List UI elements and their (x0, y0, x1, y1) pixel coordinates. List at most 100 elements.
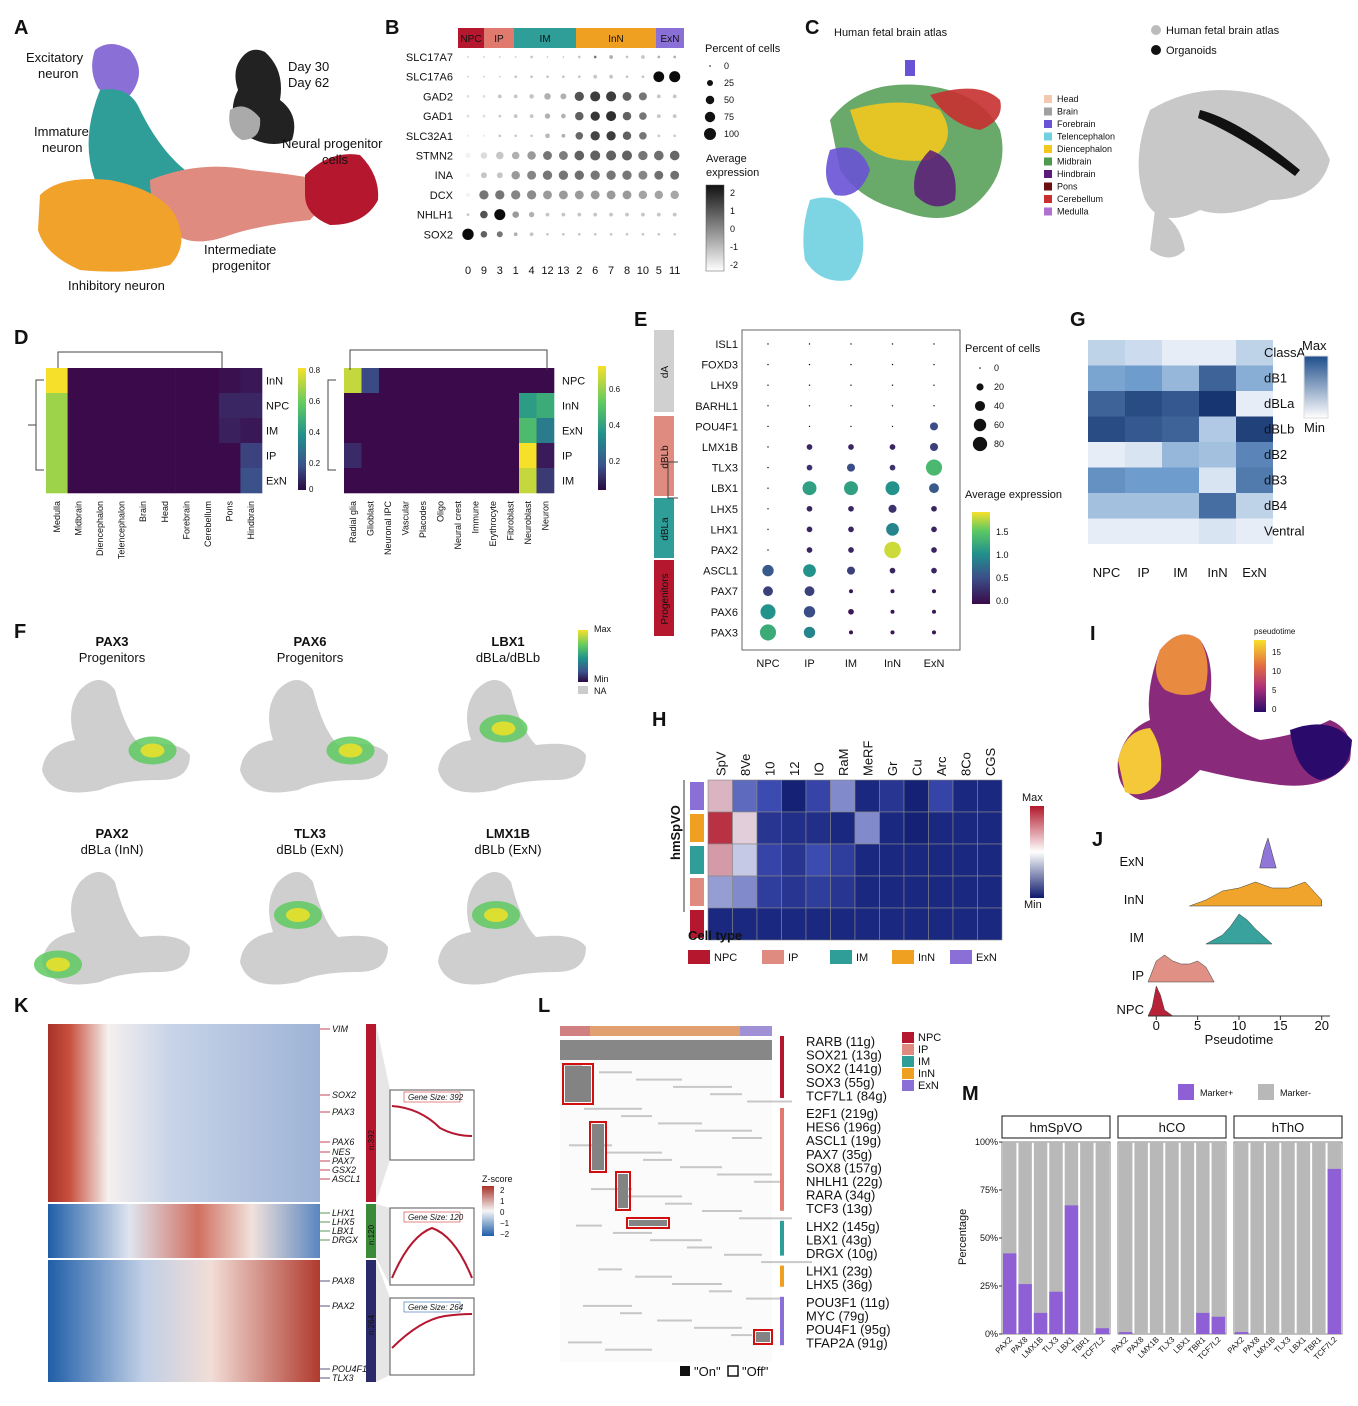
k-gene-pax2: PAX2 (332, 1301, 354, 1311)
c-title: Human fetal brain atlas (834, 27, 948, 39)
e-group-label-progenitors: Progenitors (660, 573, 671, 624)
h-col-Arc: Arc (934, 756, 949, 776)
d-cell-NPC-Medulla (46, 393, 68, 419)
d-row-InN: InN (562, 401, 579, 413)
e-dot-LMX1B-NPC (767, 446, 769, 448)
d-cell-IP-Telencephalon (110, 443, 133, 469)
c-atlas-umap (803, 60, 1003, 281)
k-gs-box-3 (403, 1301, 461, 1313)
b-dot-GAD2-3 (497, 94, 502, 99)
e-size-dot-80 (972, 436, 988, 452)
l-block-3 (629, 1220, 667, 1226)
h-cell-ExN-Cu (903, 779, 929, 813)
m-bar-neg-hco-tbr1 (1196, 1142, 1210, 1334)
l-block-2 (618, 1174, 628, 1208)
h-cell-InN-IO (805, 811, 831, 845)
b-dot-SLC17A7-4 (530, 55, 533, 59)
panel-label-b: B (385, 17, 399, 39)
b-dot-DCX-12 (543, 190, 552, 200)
d-cell-NPC-Glioblast (361, 368, 380, 394)
b-color-legend-title-2: expression (706, 167, 759, 179)
b-dot-SLC17A6-2 (577, 75, 581, 79)
b-dot-GAD2-9 (482, 95, 486, 98)
l-speck-20 (702, 1210, 742, 1212)
h-cell-NPC-RaM (830, 907, 856, 941)
h-cell-NPC-8Co (952, 907, 978, 941)
g-cell-dB4-NPC (1088, 493, 1125, 519)
g-col-IM: IM (1173, 565, 1187, 580)
k-funnel-3 (376, 1260, 390, 1382)
i-legend-0: 0 (1272, 705, 1277, 714)
g-cell-Ventral-NPC (1088, 518, 1125, 544)
k-gene-ascl1: ASCL1 (331, 1174, 361, 1184)
d-cell-InN-Telencephalon (110, 368, 133, 394)
m-facet-box-htho (1233, 1115, 1343, 1139)
g-legend-max: Max (1302, 338, 1327, 353)
d-cell-NPC-Erythrocyte (484, 368, 502, 394)
g-cell-dBLb-ExN (1236, 416, 1273, 442)
c-legend2-organoid-dot (1151, 45, 1161, 55)
b-gene-GAD2: GAD2 (423, 91, 453, 103)
h-col-Gr: Gr (885, 761, 900, 776)
h-cell-IM-Gr (879, 843, 905, 877)
e-dot-PAX7-IP (804, 586, 815, 597)
j-xtick-20: 20 (1314, 1018, 1328, 1033)
h-cell-ExN-Gr (879, 779, 905, 813)
h-cell-IM-MeRF (854, 843, 880, 877)
b-dot-GAD1-6 (590, 111, 600, 121)
b-dot-SOX2-8 (625, 232, 629, 236)
d-cell-InN-Neuronal IPC (379, 393, 397, 419)
panel-label-g: G (1070, 309, 1086, 331)
a-label-excitatory-2: neuron (38, 66, 78, 81)
h-celltype-swatch-exn (950, 950, 972, 964)
b-cluster-11: 11 (669, 265, 680, 277)
umap-ip-cluster (150, 166, 324, 242)
k-gene-pax8: PAX8 (332, 1276, 354, 1286)
d-cell-ExN-Immune (466, 418, 485, 444)
d-cell-ExN-Midbrain (67, 468, 90, 494)
d-cell-InN-Diencephalon (89, 368, 112, 394)
h-legend-max: Max (1022, 792, 1043, 804)
b-dot-SLC17A6-5 (653, 71, 665, 83)
e-color-legend-title: Average expression (965, 489, 1062, 501)
d-cell-InN-Radial glia (344, 393, 362, 419)
e-dot-PAX6-IM (848, 608, 854, 615)
b-dot-GAD2-7 (606, 91, 617, 102)
b-dot-SLC17A7-8 (625, 55, 629, 59)
m-bar-neg-hmspvo-tbr1 (1080, 1142, 1094, 1334)
k-zs-2: 2 (500, 1186, 505, 1195)
e-dot-PAX6-ExN (931, 609, 937, 614)
h-side-ExN (690, 782, 704, 810)
l-gene-tcf3: TCF3 (13g) (806, 1201, 872, 1216)
b-dot-INA-4 (527, 170, 537, 180)
l-speck-14 (680, 1166, 722, 1169)
b-cluster-9: 9 (481, 265, 487, 277)
c-legend-swatch-telencephalon (1044, 132, 1052, 141)
b-dot-GAD2-1 (513, 94, 518, 99)
e-group-bar-da (654, 330, 674, 412)
b-dot-DCX-13 (558, 190, 568, 200)
d-col-Hindbrain: Hindbrain (246, 501, 256, 540)
b-dot-STMN2-5 (653, 150, 664, 161)
e-gene-ISL1: ISL1 (715, 339, 738, 351)
e-dot-POU4F1-NPC (767, 425, 769, 428)
k-zs-m1: −1 (500, 1219, 510, 1228)
e-size-label-0: 0 (994, 363, 999, 373)
c-legend-swatch-midbrain (1044, 157, 1052, 166)
d-cell-IP-Brain (132, 443, 155, 469)
l-speck-27 (761, 1261, 812, 1264)
d-col-Midbrain: Midbrain (73, 501, 83, 536)
k-gene-nes: NES (332, 1147, 351, 1157)
m-legend-neg: Marker- (1280, 1088, 1311, 1098)
c-overlay-umap: Human fetal brain atlas Organoids (1138, 25, 1330, 258)
b-dot-DCX-3 (495, 190, 505, 200)
b-dot-SLC17A7-0 (467, 56, 469, 58)
h-cell-NPC-Gr (879, 907, 905, 941)
e-dot-PAX7-NPC (763, 586, 773, 597)
d-col-Telencephalon: Telencephalon (117, 501, 127, 559)
h-cell-ExN-10 (756, 779, 782, 813)
d-cell-IM-Oligo (431, 468, 450, 494)
b-dot-INA-2 (574, 170, 584, 180)
l-speck-13 (643, 1158, 672, 1161)
l-speck-26 (724, 1253, 762, 1256)
